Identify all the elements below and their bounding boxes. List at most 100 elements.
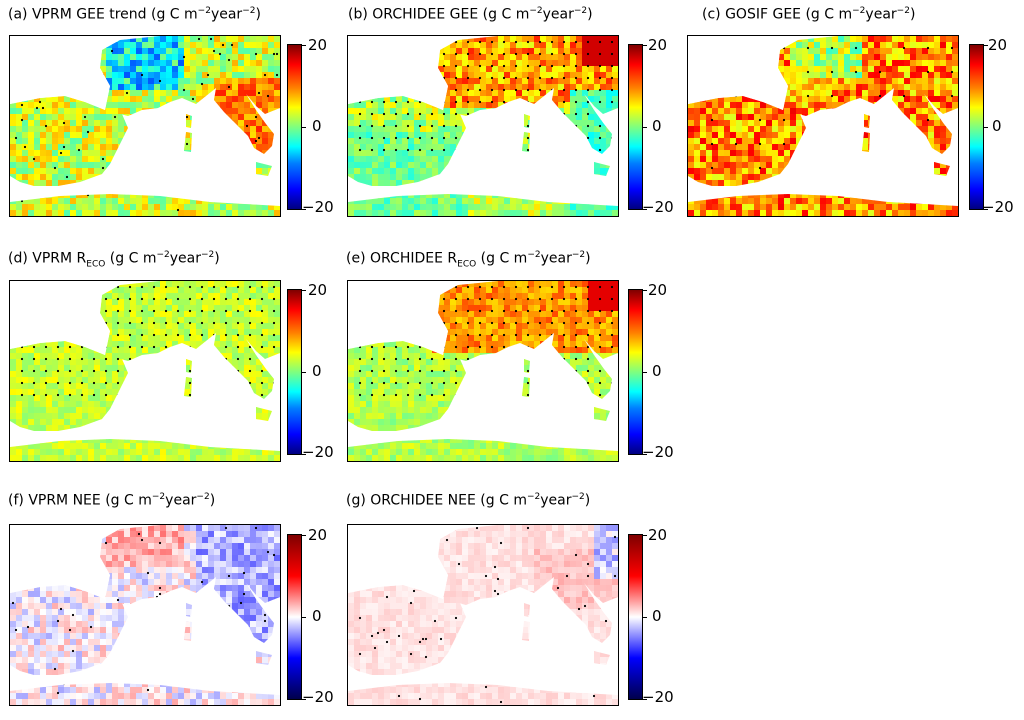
heatmap-cell bbox=[88, 156, 95, 163]
heatmap-cell bbox=[838, 204, 845, 211]
heatmap-cell bbox=[112, 60, 119, 67]
heatmap-cell bbox=[58, 180, 65, 187]
heatmap-cell bbox=[172, 138, 179, 145]
heatmap-cell bbox=[468, 180, 475, 187]
heatmap-cell bbox=[498, 54, 505, 61]
heatmap-cell bbox=[172, 90, 179, 97]
significance-dot bbox=[185, 142, 189, 146]
heatmap-cell bbox=[184, 120, 191, 127]
significance-dot bbox=[370, 148, 374, 152]
heatmap-cell bbox=[850, 90, 857, 97]
heatmap-cell bbox=[16, 120, 23, 127]
heatmap-cell bbox=[256, 72, 263, 79]
heatmap-cell bbox=[426, 108, 433, 115]
significance-dot bbox=[176, 208, 180, 212]
heatmap-cell bbox=[384, 186, 391, 193]
heatmap-cell bbox=[438, 48, 445, 55]
heatmap-cell bbox=[796, 132, 803, 139]
heatmap-cell bbox=[480, 96, 487, 103]
heatmap-cell bbox=[552, 60, 559, 67]
heatmap-cell bbox=[106, 156, 113, 163]
heatmap-cell bbox=[772, 162, 779, 169]
heatmap-cell bbox=[742, 186, 749, 193]
significance-dot bbox=[266, 94, 270, 98]
heatmap-cell bbox=[274, 293, 280, 300]
heatmap-cell bbox=[694, 156, 701, 163]
heatmap-cell bbox=[408, 192, 415, 199]
heatmap-cell bbox=[444, 108, 451, 115]
heatmap-cell bbox=[868, 108, 875, 115]
heatmap-cell bbox=[148, 192, 155, 199]
heatmap-cell bbox=[402, 144, 409, 151]
heatmap-cell bbox=[136, 42, 143, 49]
heatmap-cell bbox=[94, 150, 101, 157]
heatmap-cell bbox=[928, 42, 935, 49]
heatmap-cell bbox=[898, 96, 905, 103]
heatmap-cell bbox=[390, 150, 397, 157]
heatmap-cell bbox=[600, 192, 607, 199]
heatmap-cell bbox=[552, 198, 559, 205]
heatmap-cell bbox=[118, 204, 125, 211]
heatmap-cell bbox=[378, 162, 385, 169]
heatmap-cell bbox=[546, 180, 553, 187]
heatmap-cell bbox=[552, 36, 559, 43]
heatmap-cell bbox=[790, 84, 797, 91]
heatmap-cell bbox=[256, 174, 263, 181]
heatmap-cell bbox=[354, 186, 361, 193]
heatmap-cell bbox=[778, 126, 785, 133]
heatmap-cell bbox=[202, 210, 209, 216]
heatmap-cell bbox=[100, 198, 107, 205]
significance-dot bbox=[478, 136, 482, 140]
heatmap-cell bbox=[348, 210, 355, 216]
heatmap-cell bbox=[946, 84, 953, 91]
heatmap-cell bbox=[10, 347, 17, 354]
heatmap-cell bbox=[124, 126, 131, 133]
heatmap-cell bbox=[354, 180, 361, 187]
heatmap-cell bbox=[516, 96, 523, 103]
heatmap-cell bbox=[118, 192, 125, 199]
heatmap-cell bbox=[600, 162, 607, 169]
heatmap-cell bbox=[432, 210, 439, 216]
heatmap-cell bbox=[390, 144, 397, 151]
heatmap-cell bbox=[166, 144, 173, 151]
heatmap-cell bbox=[474, 84, 481, 91]
heatmap-cell bbox=[184, 126, 191, 133]
heatmap-cell bbox=[540, 66, 547, 73]
heatmap-cell bbox=[196, 156, 203, 163]
heatmap-cell bbox=[184, 156, 191, 163]
heatmap-cell bbox=[588, 198, 595, 205]
heatmap-cell bbox=[718, 120, 725, 127]
heatmap-cell bbox=[244, 72, 251, 79]
heatmap-cell bbox=[498, 132, 505, 139]
heatmap-cell bbox=[262, 323, 269, 330]
significance-dot bbox=[257, 199, 261, 203]
heatmap-cell bbox=[232, 144, 239, 151]
significance-dot bbox=[38, 100, 42, 104]
heatmap-cell bbox=[354, 156, 361, 163]
heatmap-cell bbox=[468, 42, 475, 49]
heatmap-cell bbox=[16, 162, 23, 169]
heatmap-cell bbox=[606, 36, 613, 43]
heatmap-cell bbox=[910, 156, 917, 163]
heatmap-cell bbox=[354, 126, 361, 133]
heatmap-cell bbox=[250, 281, 257, 288]
heatmap-cell bbox=[778, 114, 785, 121]
heatmap-cell bbox=[378, 168, 385, 175]
heatmap-cell bbox=[256, 114, 263, 121]
heatmap-cell bbox=[778, 192, 785, 199]
heatmap-cell bbox=[528, 36, 535, 43]
heatmap-cell bbox=[202, 156, 209, 163]
heatmap-cell bbox=[268, 60, 275, 67]
heatmap-cell bbox=[172, 66, 179, 73]
heatmap-cell bbox=[52, 210, 59, 216]
heatmap-cell bbox=[268, 150, 275, 157]
heatmap-cell bbox=[16, 108, 23, 115]
heatmap-cell bbox=[880, 72, 887, 79]
heatmap-cell bbox=[754, 120, 761, 127]
heatmap-cell bbox=[940, 150, 947, 157]
heatmap-cell bbox=[612, 138, 618, 145]
panel-title: (a) VPRM GEE trend (g C m−2year−2) bbox=[8, 6, 261, 25]
heatmap-cell bbox=[922, 90, 929, 97]
heatmap-cell bbox=[694, 132, 701, 139]
heatmap-cell bbox=[582, 66, 589, 73]
